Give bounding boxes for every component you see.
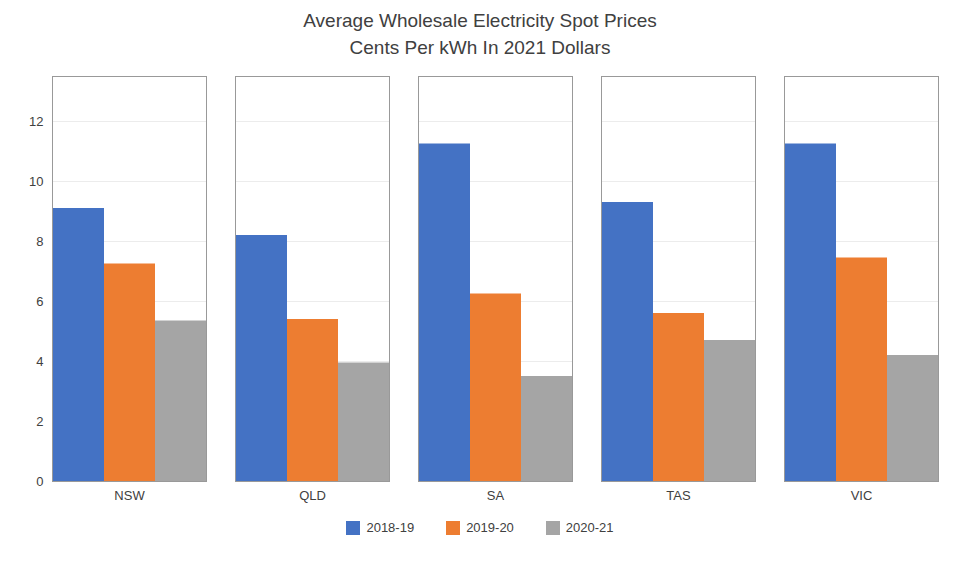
- svg-text:VIC: VIC: [851, 488, 873, 503]
- svg-text:TAS: TAS: [666, 488, 691, 503]
- svg-text:6: 6: [36, 294, 43, 309]
- svg-text:SA: SA: [487, 488, 505, 503]
- svg-text:2: 2: [36, 414, 43, 429]
- svg-text:10: 10: [29, 174, 43, 189]
- svg-text:8: 8: [36, 234, 43, 249]
- html-text:Cents Per kWh In 2021 Dollars: Cents Per kWh In 2021 Dollars: [349, 36, 611, 58]
- svg-text:0: 0: [36, 474, 43, 489]
- html-text:2018-19: 2018-19: [366, 520, 415, 536]
- svg-text:QLD: QLD: [299, 488, 326, 503]
- html-text:2019-20: 2019-20: [466, 520, 514, 536]
- svg-text:4: 4: [36, 354, 43, 369]
- svg-text:NSW: NSW: [114, 488, 145, 503]
- html-text:2020-21: 2020-21: [565, 520, 614, 536]
- svg-text:12: 12: [29, 114, 43, 129]
- html-text:Average Wholesale Electricity: Average Wholesale Electricity Spot Price…: [303, 10, 657, 31]
